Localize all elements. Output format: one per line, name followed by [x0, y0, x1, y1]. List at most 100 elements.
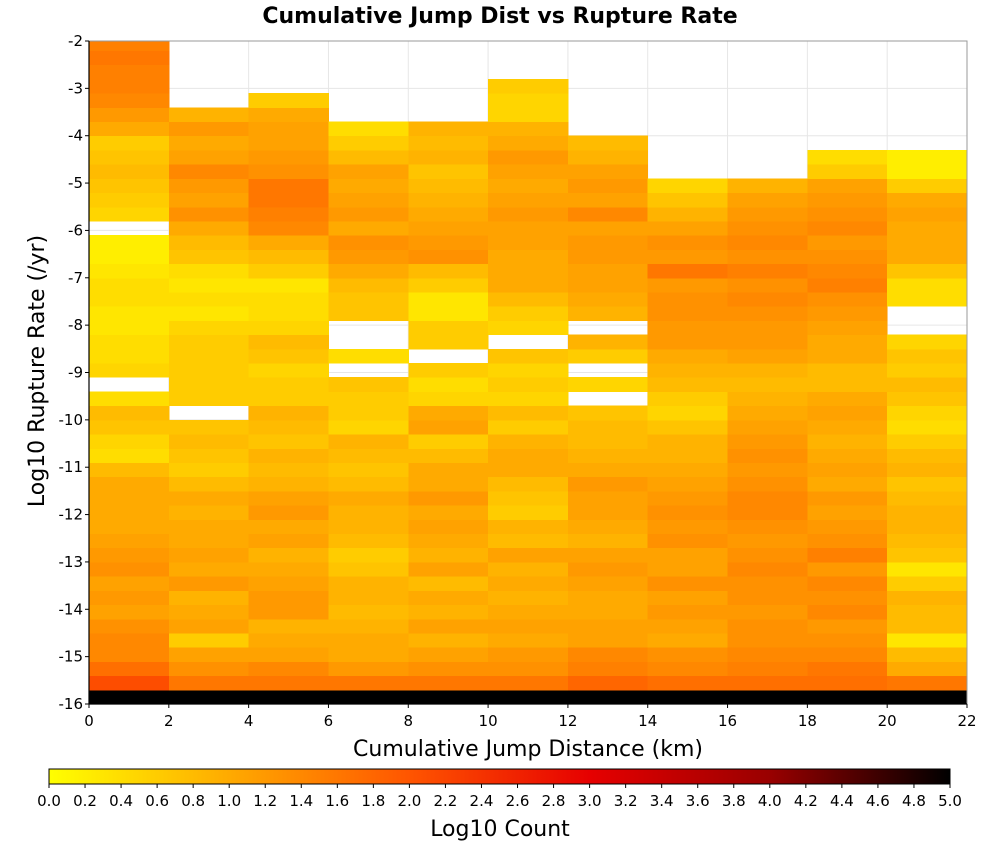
heatmap-cell [807, 519, 888, 535]
heatmap-cell [168, 149, 250, 165]
heatmap-cell [807, 277, 888, 293]
heatmap-cell [248, 149, 329, 165]
heatmap-cell [807, 178, 888, 194]
heatmap-cell [488, 93, 569, 108]
heatmap-cell [567, 590, 649, 606]
heatmap-cell [89, 604, 170, 620]
heatmap-cell [89, 675, 170, 691]
heatmap-cell [488, 604, 569, 620]
heatmap-cell [89, 547, 170, 563]
heatmap-cell [168, 178, 250, 194]
heatmap-cell [168, 434, 250, 449]
heatmap-cell [248, 377, 329, 392]
heatmap-cell [408, 434, 489, 449]
heatmap-cell [647, 519, 729, 535]
heatmap-cell [647, 235, 729, 250]
heatmap-cell [567, 519, 649, 535]
heatmap-cell [807, 561, 888, 577]
heatmap-cell [647, 419, 729, 435]
heatmap-cell [727, 263, 808, 279]
heatmap-cell [168, 121, 250, 137]
heatmap-cell [89, 64, 170, 80]
heatmap-cell [89, 178, 170, 194]
y-axis-title: Log10 Rupture Rate (/yr) [25, 235, 50, 507]
heatmap-cell [408, 561, 489, 577]
heatmap-cell [887, 249, 968, 265]
colorbar-tick-label: 2.4 [470, 792, 494, 810]
heatmap-cell [328, 434, 409, 449]
y-tick-label: -12 [59, 506, 84, 524]
heatmap-cell [168, 561, 250, 577]
heatmap-cell [248, 647, 329, 662]
heatmap-cell [488, 164, 569, 179]
heatmap-cell [408, 320, 489, 336]
heatmap-cell [488, 675, 569, 691]
heatmap-cell [248, 334, 329, 350]
heatmap-cell [488, 107, 569, 123]
heatmap-cell [887, 462, 968, 478]
heatmap-cell [488, 647, 569, 662]
heatmap-cell [408, 277, 489, 293]
heatmap-cell [567, 405, 649, 421]
heatmap-cell [727, 590, 808, 606]
heatmap-cell [89, 93, 170, 108]
heatmap-cell [488, 249, 569, 265]
heatmap-cell [807, 462, 888, 478]
heatmap-cell [807, 476, 888, 492]
heatmap-cell [168, 277, 250, 293]
heatmap-cell [647, 689, 729, 705]
heatmap-cell [488, 533, 569, 549]
heatmap-cell [567, 604, 649, 620]
heatmap-cell [807, 334, 888, 350]
heatmap-cell [328, 533, 409, 549]
heatmap-cell [328, 121, 409, 137]
heatmap-cell [168, 618, 250, 634]
colorbar-tick-label: 1.4 [289, 792, 313, 810]
heatmap-cell [647, 576, 729, 591]
heatmap-cell [328, 348, 409, 364]
heatmap-cell [408, 689, 489, 705]
heatmap-cell [408, 632, 489, 648]
colorbar-tick-label: 4.4 [830, 792, 854, 810]
heatmap-cell [567, 263, 649, 279]
heatmap-cell [89, 590, 170, 606]
heatmap-cell [488, 419, 569, 435]
heatmap-cell [248, 561, 329, 577]
heatmap-cell [248, 206, 329, 222]
heatmap-cell [887, 561, 968, 577]
heatmap-cell [89, 291, 170, 307]
heatmap-cell [408, 263, 489, 279]
heatmap-cell [248, 590, 329, 606]
heatmap-cell [168, 135, 250, 151]
heatmap-cell [248, 391, 329, 407]
heatmap-cell [727, 377, 808, 392]
heatmap-cell [488, 590, 569, 606]
heatmap-cell [89, 419, 170, 435]
heatmap-cell [168, 334, 250, 350]
heatmap-cell [328, 206, 409, 222]
heatmap-cell [328, 632, 409, 648]
colorbar-tick-label: 3.6 [686, 792, 710, 810]
heatmap-cell [328, 178, 409, 194]
heatmap-cell [488, 448, 569, 463]
colorbar-tick-label: 3.4 [650, 792, 674, 810]
heatmap-cell [168, 448, 250, 463]
heatmap-cell [488, 178, 569, 194]
colorbar-tick-label: 1.6 [325, 792, 349, 810]
heatmap-cell [408, 377, 489, 392]
heatmap-cell [488, 476, 569, 492]
heatmap-cell [727, 448, 808, 463]
heatmap-cell [647, 377, 729, 392]
heatmap-cell [807, 434, 888, 449]
heatmap-cell [647, 561, 729, 577]
heatmap-cells [89, 41, 968, 705]
heatmap-cell [727, 206, 808, 222]
heatmap-cell [887, 533, 968, 549]
heatmap-cell [248, 164, 329, 179]
heatmap-cell [328, 391, 409, 407]
heatmap-cell [408, 235, 489, 250]
colorbar-tick-label: 0.8 [181, 792, 205, 810]
heatmap-cell [887, 434, 968, 449]
heatmap-cell [328, 675, 409, 691]
heatmap-cell [168, 476, 250, 492]
